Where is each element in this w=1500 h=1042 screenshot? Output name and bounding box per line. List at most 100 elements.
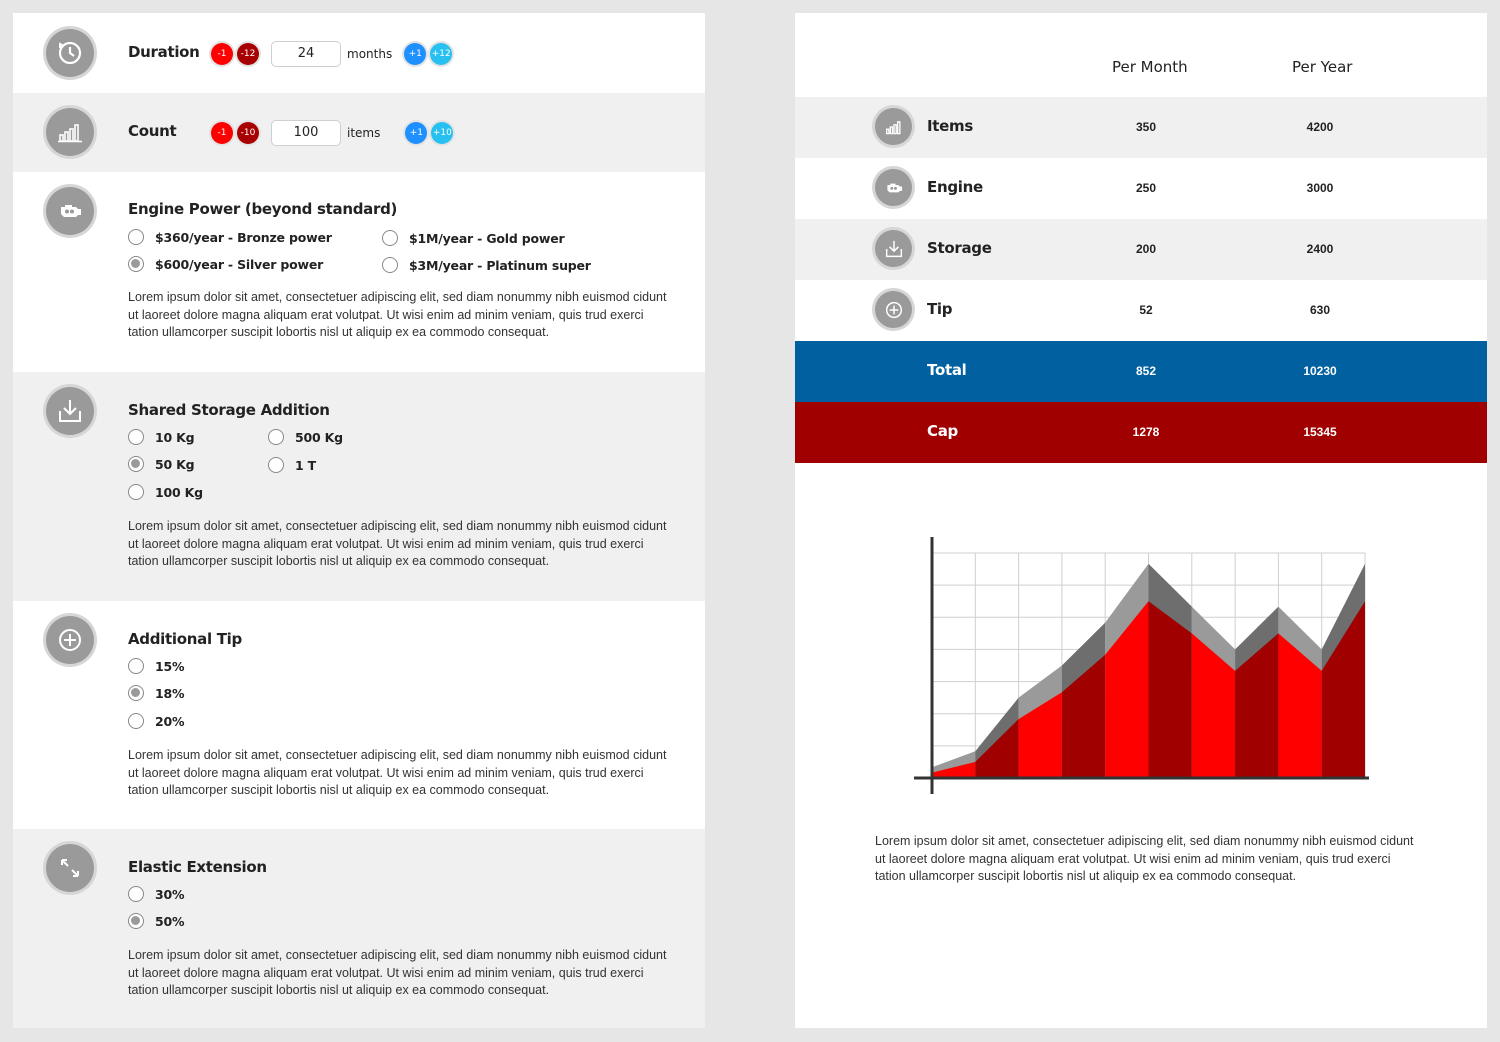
engine-option-gold[interactable]: $1M/year - Gold power: [382, 230, 565, 246]
count-label: Count: [128, 122, 177, 140]
cap-per-year: 15345: [1303, 425, 1337, 439]
storage-option-1t[interactable]: 1 T: [268, 457, 316, 473]
count-plus-10-button[interactable]: +10: [431, 122, 454, 144]
radio-button[interactable]: [128, 229, 144, 245]
count-minus-1-button[interactable]: -1: [211, 122, 233, 144]
bar-chart-icon: [875, 108, 912, 145]
total-per-month: 852: [1135, 364, 1157, 378]
engine-per-month: 250: [1135, 181, 1157, 195]
elastic-description: Lorem ipsum dolor sit amet, consectetuer…: [128, 948, 667, 997]
engine-option-platinum[interactable]: $3M/year - Platinum super: [382, 257, 591, 273]
radio-button-selected[interactable]: [128, 256, 144, 272]
table-row-items: Items 350 4200: [795, 97, 1487, 158]
plus-circle-icon: [875, 291, 912, 328]
engine-power-section: Engine Power (beyond standard) $360/year…: [13, 172, 705, 372]
expand-arrows-icon: [46, 844, 94, 892]
duration-minus-1-button[interactable]: -1: [211, 43, 233, 65]
tip-section: Additional Tip 15% 18% 20% Lorem ipsum d…: [13, 601, 705, 829]
count-minus-10-button[interactable]: -10: [237, 122, 259, 144]
cap-per-month: 1278: [1132, 425, 1160, 439]
per-year-header: Per Year: [1292, 58, 1353, 76]
engine-icon: [46, 187, 94, 235]
radio-button-selected[interactable]: [128, 913, 144, 929]
radio-button[interactable]: [128, 713, 144, 729]
area-segment-front: [1148, 601, 1192, 778]
row-label-items: Items: [927, 117, 973, 135]
storage-option-500kg[interactable]: 500 Kg: [268, 429, 343, 445]
area-segment-front: [1061, 654, 1106, 778]
radio-button-selected[interactable]: [128, 456, 144, 472]
download-icon: [46, 387, 94, 435]
duration-plus-1-button[interactable]: +1: [404, 43, 427, 65]
duration-stepper: -1 -12 24 months +1 +12: [211, 41, 453, 67]
area-segment-front: [1105, 601, 1149, 778]
table-row-tip: Tip 52 630: [795, 280, 1487, 341]
configuration-panel: Duration -1 -12 24 months +1 +12 Count -…: [13, 13, 705, 1028]
area-segment-front: [1235, 633, 1279, 778]
engine-icon: [875, 169, 912, 206]
elastic-label: Elastic Extension: [128, 858, 267, 876]
storage-option-10kg[interactable]: 10 Kg: [128, 429, 195, 445]
row-label-storage: Storage: [927, 239, 992, 257]
duration-minus-12-button[interactable]: -12: [237, 43, 259, 65]
clock-icon: [46, 29, 94, 77]
radio-button[interactable]: [382, 230, 398, 246]
table-row-total: Total 852 10230: [795, 341, 1487, 402]
radio-button[interactable]: [128, 658, 144, 674]
engine-per-year: 3000: [1306, 181, 1334, 195]
tip-option-18[interactable]: 18%: [128, 685, 185, 701]
radio-button[interactable]: [268, 457, 284, 473]
total-per-year: 10230: [1303, 364, 1337, 378]
storage-section: Shared Storage Addition 10 Kg 50 Kg 100 …: [13, 372, 705, 601]
duration-plus-12-button[interactable]: +12: [430, 43, 453, 65]
area-segment-front: [975, 719, 1019, 778]
table-row-storage: Storage 200 2400: [795, 219, 1487, 280]
radio-button[interactable]: [128, 886, 144, 902]
count-input[interactable]: 100: [271, 120, 341, 146]
duration-input[interactable]: 24: [271, 41, 341, 67]
elastic-option-30[interactable]: 30%: [128, 886, 185, 902]
area-segment-front: [1278, 633, 1322, 778]
count-plus-1-button[interactable]: +1: [405, 122, 428, 144]
radio-button[interactable]: [128, 429, 144, 445]
duration-row: Duration -1 -12 24 months +1 +12: [13, 13, 705, 93]
duration-unit: months: [347, 47, 393, 61]
table-row-cap: Cap 1278 15345: [795, 402, 1487, 463]
area-segment-front: [932, 761, 976, 778]
radio-button[interactable]: [128, 484, 144, 500]
download-icon: [875, 230, 912, 267]
radio-button-selected[interactable]: [128, 685, 144, 701]
row-label-total: Total: [927, 361, 967, 379]
area-segment-front: [1191, 633, 1236, 778]
engine-power-label: Engine Power (beyond standard): [128, 200, 398, 218]
storage-label: Shared Storage Addition: [128, 401, 330, 419]
elastic-option-50[interactable]: 50%: [128, 913, 185, 929]
row-label-engine: Engine: [927, 178, 983, 196]
radio-button[interactable]: [268, 429, 284, 445]
count-unit: items: [347, 126, 381, 140]
radio-button[interactable]: [382, 257, 398, 273]
summary-panel: Per Month Per Year Items 350 4200 Engine…: [795, 13, 1487, 1028]
storage-per-month: 200: [1135, 242, 1157, 256]
area-chart: [914, 537, 1369, 794]
duration-label: Duration: [128, 43, 200, 61]
tip-per-month: 52: [1139, 303, 1153, 317]
table-row-engine: Engine 250 3000: [795, 158, 1487, 219]
engine-option-silver[interactable]: $600/year - Silver power: [128, 256, 323, 272]
count-row: Count -1 -10 100 items +1 +10: [13, 93, 705, 172]
count-stepper: -1 -10 100 items +1 +10: [211, 120, 454, 146]
chart-container: [905, 533, 1375, 813]
tip-per-year: 630: [1309, 303, 1331, 317]
tip-option-20[interactable]: 20%: [128, 713, 185, 729]
storage-option-100kg[interactable]: 100 Kg: [128, 484, 203, 500]
engine-description: Lorem ipsum dolor sit amet, consectetuer…: [128, 290, 667, 339]
tip-description: Lorem ipsum dolor sit amet, consectetuer…: [128, 748, 667, 797]
area-segment-front: [1321, 601, 1365, 778]
tip-option-15[interactable]: 15%: [128, 658, 185, 674]
plus-circle-icon: [46, 616, 94, 664]
bar-chart-icon: [46, 108, 94, 156]
tip-label: Additional Tip: [128, 630, 242, 648]
storage-option-50kg[interactable]: 50 Kg: [128, 456, 195, 472]
engine-option-bronze[interactable]: $360/year - Bronze power: [128, 229, 332, 245]
row-label-cap: Cap: [927, 422, 958, 440]
